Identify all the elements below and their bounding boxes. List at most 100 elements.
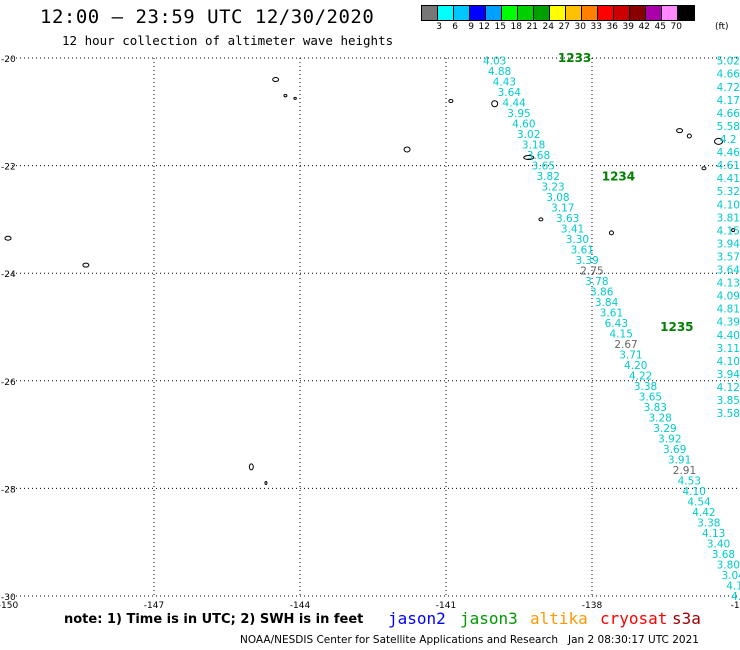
- swh-value: 3.23: [541, 182, 564, 194]
- satellite-s3a: s3a: [672, 609, 701, 628]
- scale-swatch: [550, 6, 566, 20]
- lon-tick-label: -144: [290, 601, 311, 611]
- swh-value: 3.65: [639, 392, 662, 404]
- scale-label: 33: [590, 22, 602, 32]
- scale-swatch: [438, 6, 454, 20]
- island-outline: [283, 93, 288, 98]
- swh-value: 3.11: [717, 343, 740, 355]
- swh-value: 3.28: [648, 413, 671, 425]
- swh-value: 4.20: [624, 360, 647, 372]
- island-outline: [264, 481, 268, 486]
- swh-value: 3.08: [546, 192, 569, 204]
- credit-text: NOAA/NESDIS Center for Satellite Applica…: [240, 634, 558, 646]
- island-outline: [248, 463, 254, 471]
- swh-value: 4.10: [717, 199, 740, 211]
- swh-value: 3.68: [712, 549, 735, 561]
- swh-value: 4.43: [493, 77, 516, 89]
- scale-swatch: [582, 6, 598, 20]
- scale-label: 70: [670, 22, 682, 32]
- swh-value: 3.64: [498, 87, 522, 99]
- swh-value: 2.67: [614, 339, 637, 351]
- swh-value: 3.02: [517, 129, 540, 141]
- swh-value: 3.92: [658, 434, 681, 446]
- scale-label: 30: [574, 22, 586, 32]
- swh-value: 3.38: [697, 518, 720, 530]
- lon-tick-label: -147: [144, 601, 164, 611]
- island-outline: [701, 166, 707, 171]
- swh-value: 3.82: [537, 171, 560, 183]
- scale-swatch: [502, 6, 518, 20]
- swh-value: 3.71: [619, 350, 642, 362]
- swh-value: 4.66: [717, 108, 740, 120]
- scale-swatch: [454, 6, 470, 20]
- satellite-jason2: jason2: [388, 609, 446, 628]
- island-outline: [731, 228, 736, 233]
- swh-value: 4.39: [717, 317, 740, 329]
- page-title: 12:00 – 23:59 UTC 12/30/2020: [40, 6, 375, 28]
- island-outline: [686, 133, 692, 139]
- scale-label: 27: [558, 22, 570, 32]
- swh-value: 4.2: [720, 134, 737, 146]
- scale-label: 45: [654, 22, 666, 32]
- swh-value: 4.15: [610, 329, 633, 341]
- swh-value: 3.84: [595, 297, 619, 309]
- swh-value: 4.46: [717, 147, 740, 159]
- swh-value: 3.18: [522, 140, 545, 152]
- scale-swatch: [518, 6, 534, 20]
- lon-tick-label: -141: [436, 601, 456, 611]
- satellite-altika: altika: [530, 609, 588, 628]
- swh-value: 3.58: [717, 408, 740, 420]
- swh-value: 4.81: [717, 304, 740, 316]
- swh-value: 5.02: [717, 56, 740, 68]
- island-outline: [714, 137, 724, 145]
- island-outline: [676, 128, 684, 134]
- scale-label: 12: [478, 22, 490, 32]
- swh-value: 2.91: [673, 465, 696, 477]
- scale-swatch: [614, 6, 630, 20]
- lat-tick-label: -22: [1, 163, 16, 173]
- swh-value: 4.61: [717, 160, 740, 172]
- island-outline: [608, 230, 614, 236]
- swh-value: 3.81: [717, 212, 740, 224]
- swh-value: 4.13: [731, 591, 740, 603]
- swh-value: 4.44: [502, 98, 526, 110]
- island-outline: [272, 77, 280, 83]
- swh-value: 3.61: [600, 308, 623, 320]
- swh-value: 5.58: [717, 121, 740, 133]
- lat-tick-label: -26: [1, 378, 16, 388]
- swh-value: 3.78: [585, 276, 608, 288]
- swh-value: 3.64: [717, 265, 740, 277]
- lon-tick-label: -13: [731, 601, 740, 611]
- scale-swatch: [598, 6, 614, 20]
- swh-value: 3.63: [556, 213, 579, 225]
- scale-swatch: [486, 6, 502, 20]
- swh-value: 3.91: [668, 455, 691, 467]
- swh-value: 4.13: [702, 528, 725, 540]
- swh-value: 4.03: [483, 56, 506, 68]
- swh-value: 3.95: [507, 108, 530, 120]
- island-outline: [4, 235, 12, 241]
- swh-value: 4.22: [629, 371, 652, 383]
- swh-value: 4.15: [717, 225, 740, 237]
- scale-swatch: [630, 6, 646, 20]
- island-outline: [491, 100, 499, 108]
- scale-swatch: [566, 6, 582, 20]
- swh-value: 4.40: [717, 330, 740, 342]
- lon-tick-label: -138: [582, 601, 603, 611]
- swh-value: 3.83: [644, 402, 667, 414]
- swh-value: 3.30: [566, 234, 589, 246]
- swh-value: 4.88: [488, 66, 511, 78]
- swh-value: 4.66: [717, 69, 740, 81]
- scale-label: 36: [606, 22, 618, 32]
- swh-value: 3.39: [575, 255, 598, 267]
- swh-value: 3.40: [707, 539, 730, 551]
- pass-number-label: 1235: [660, 320, 693, 334]
- footer-credit: NOAA/NESDIS Center for Satellite Applica…: [240, 634, 699, 646]
- swh-value: 3.65: [532, 161, 555, 173]
- scale-label: 18: [510, 22, 522, 32]
- swh-value: 3.61: [571, 245, 594, 257]
- island-outline: [523, 155, 535, 161]
- island-outline: [403, 146, 411, 153]
